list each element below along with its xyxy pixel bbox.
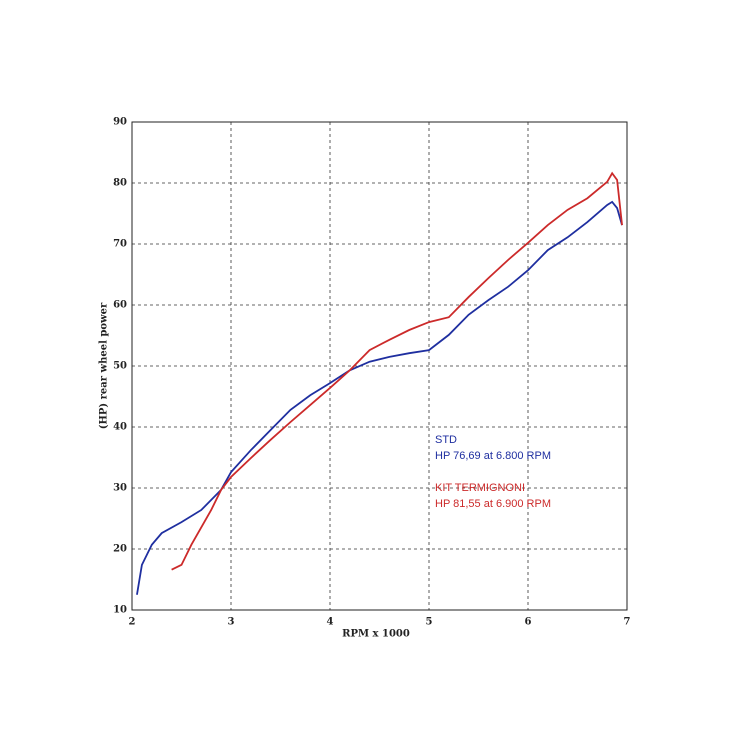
y-tick-label: 80 [113,178,127,189]
annotation: HP 76,69 at 6.800 RPM [435,450,551,462]
plot-frame [131,121,628,611]
legend-label: KIT TERMIGNONI [435,482,525,494]
annotation: HP 81,55 at 6.900 RPM [435,498,551,510]
y-tick-label: 50 [113,361,127,372]
y-tick-label: 60 [113,300,127,311]
x-tick-label: 3 [228,617,235,628]
legend-label: STD [435,434,457,446]
line-series [136,200,623,595]
line-series [171,171,623,571]
x-tick-label: 4 [327,617,334,628]
x-tick-label: 7 [624,617,631,628]
y-tick-label: 20 [113,544,127,555]
x-tick-label: 6 [525,617,532,628]
x-axis-label: RPM x 1000 [342,629,410,640]
y-tick-label: 70 [113,239,127,250]
x-tick-label: 5 [426,617,433,628]
y-tick-label: 30 [113,483,127,494]
y-tick-label: 10 [113,605,127,616]
x-tick-label: 2 [129,617,136,628]
y-axis-label: (HP) rear wheel power [99,302,110,429]
y-tick-label: 40 [113,422,127,433]
y-tick-label: 90 [113,117,127,128]
